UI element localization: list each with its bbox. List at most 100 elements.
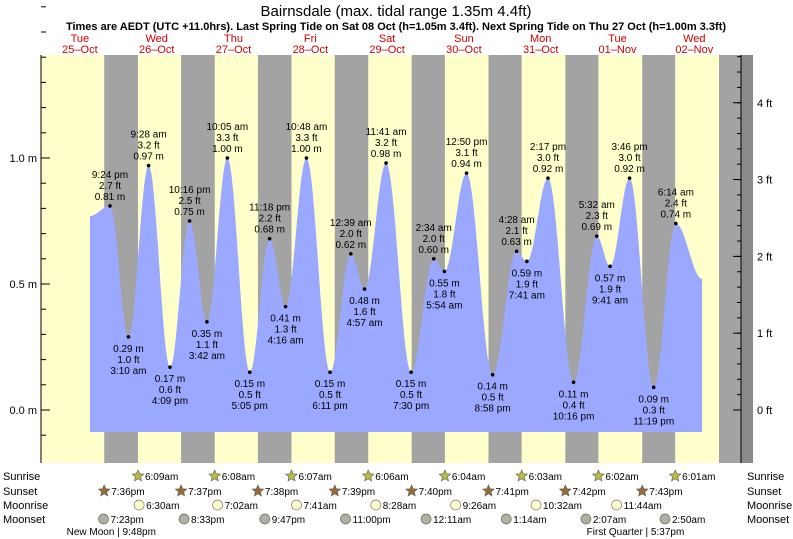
moonset-icon [580, 513, 592, 525]
moonrise-time: 8:28am [383, 501, 416, 512]
moonrise-time: 6:30am [146, 501, 179, 512]
astro-row-label-left: Sunset [3, 486, 37, 498]
day-of-week: Sun [454, 33, 474, 45]
day-of-week: Wed [683, 33, 705, 45]
day-date: 27–Oct [216, 44, 251, 56]
low-tide-label: 0.17 m [155, 374, 186, 385]
high-tide-label: 2:17 pm [530, 142, 566, 153]
high-tide-label: 2.1 ft [505, 226, 527, 237]
low-tide-label: 0.4 ft [562, 400, 584, 411]
low-tide-label: 0.11 m [559, 389, 589, 400]
high-tide-label: 10:16 pm [169, 185, 211, 196]
low-tide-label: 8:58 pm [475, 404, 511, 415]
high-tide-label: 3.0 ft [618, 153, 640, 164]
tide-point [384, 161, 388, 165]
high-tide-label: 0.63 m [501, 237, 532, 248]
sunset-time: 7:39pm [342, 487, 375, 498]
high-tide-label: 0.92 m [614, 164, 645, 175]
moonset-icon [340, 513, 351, 525]
high-tide-label: 0.97 m [133, 152, 164, 163]
tide-point [187, 219, 192, 223]
high-tide-label: 3.2 ft [137, 141, 159, 152]
high-tide-label: 3.2 ft [375, 138, 397, 149]
moonrise-icon [291, 499, 302, 511]
high-tide-label: 11:18 pm [249, 203, 290, 214]
tide-point [594, 234, 599, 238]
day-headers: Tue25–OctWed26–OctThu27–OctFri28–OctSat2… [62, 33, 714, 56]
sunset-icon [97, 484, 111, 497]
sunrise-time: 6:02am [605, 472, 638, 483]
tide-point [126, 335, 131, 339]
sunset-time: 7:43pm [649, 487, 682, 498]
left-tick-label: 0.5 m [9, 279, 37, 291]
low-tide-label: 0.15 m [234, 379, 265, 390]
low-tide-label: 0.57 m [595, 273, 626, 284]
low-tide-label: 0.35 m [192, 329, 223, 340]
high-tide-label: 12:39 am [330, 218, 372, 229]
sunrise-icon [668, 469, 682, 482]
sunrise-icon [131, 469, 145, 482]
moonset-time: 2:07am [593, 515, 626, 526]
tide-point [205, 320, 209, 324]
moonset-time: 7:23pm [111, 515, 144, 526]
high-tide-label: 1.00 m [212, 144, 243, 155]
low-tide-label: 4:16 am [267, 336, 303, 347]
tide-point [362, 287, 367, 291]
tide-point [267, 236, 272, 241]
sunset-icon [174, 484, 188, 497]
sunset-time: 7:36pm [111, 487, 144, 498]
right-axis-strip [741, 55, 753, 463]
sunrise-time: 6:04am [452, 472, 485, 483]
low-tide-label: 0.48 m [349, 296, 380, 307]
high-tide-label: 3.1 ft [455, 148, 477, 159]
low-tide-label: 0.6 ft [159, 385, 181, 396]
tide-point [168, 365, 172, 369]
astro-row-label-right: Moonrise [747, 500, 792, 512]
tide-point [490, 372, 495, 377]
moonset-icon [259, 513, 271, 525]
low-tide-label: 1.9 ft [516, 279, 538, 290]
high-tide-label: 2.4 ft [665, 199, 687, 210]
high-tide-label: 2:34 am [416, 223, 452, 234]
low-tide-label: 9:41 am [592, 295, 628, 306]
high-tide-label: 5:32 am [579, 200, 615, 211]
right-tick-label: 1 ft [757, 328, 772, 340]
right-tick-label: 2 ft [757, 251, 772, 263]
tide-point [146, 163, 151, 168]
day-date: 28–Oct [293, 44, 328, 56]
tide-point [674, 221, 678, 226]
day-date: 25–Oct [62, 44, 97, 56]
tide-point [651, 385, 656, 390]
high-tide-label: 2.5 ft [178, 196, 200, 207]
tide-point [431, 257, 436, 261]
moonrise-time: 11:44am [624, 501, 662, 512]
high-tide-label: 4:28 am [499, 215, 535, 226]
tide-point [608, 264, 612, 269]
sunrise-icon [515, 469, 529, 482]
right-tick-label: 0 ft [757, 405, 772, 417]
moonrise-icon [530, 499, 542, 511]
low-tide-label: 1.0 ft [117, 355, 139, 366]
day-of-week: Fri [304, 33, 317, 45]
sunset-icon [328, 484, 342, 497]
low-tide-label: 5:54 am [426, 300, 462, 311]
low-tide-label: 11:19 pm [633, 416, 674, 427]
high-tide-label: 0.69 m [582, 222, 613, 233]
sunrise-time: 6:07am [298, 472, 331, 483]
sunset-icon [558, 484, 572, 497]
moonset-time: 1:14am [513, 515, 546, 526]
sunrise-icon [591, 469, 605, 482]
low-tide-label: 1.6 ft [353, 307, 375, 318]
day-date: 29–Oct [369, 44, 404, 56]
high-tide-label: 3.0 ft [537, 153, 559, 164]
moonrise-icon [133, 499, 145, 511]
moonrise-icon [370, 499, 382, 511]
tide-point [525, 259, 529, 264]
high-tide-label: 0.75 m [174, 207, 205, 218]
sunrise-icon [285, 469, 298, 482]
astronomy-table: Sunrise Sunrise Sunset Sunset Moonrise Moonri… [3, 469, 792, 538]
moonset-time: 2:50am [672, 515, 705, 526]
high-tide-label: 2.3 ft [586, 211, 608, 222]
high-tide-label: 10:05 am [207, 122, 249, 133]
left-tick-label: 1.0 m [9, 153, 37, 165]
